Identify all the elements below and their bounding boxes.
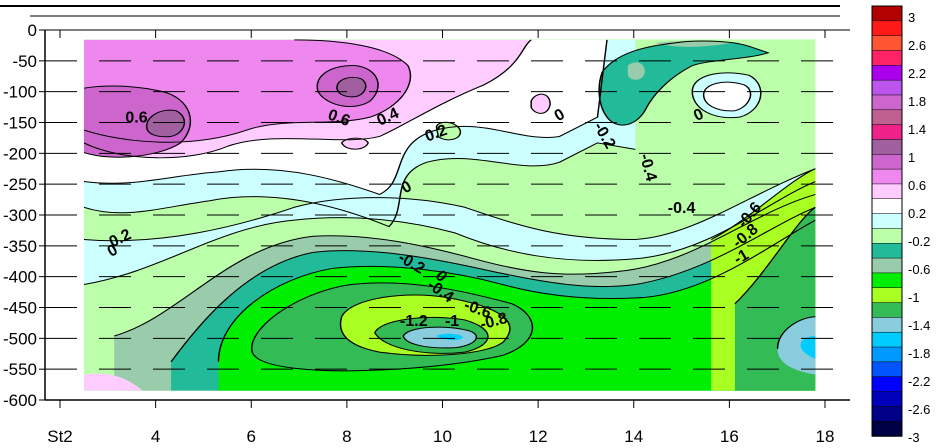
region-blue-gray-right <box>777 316 816 375</box>
colorbar-swatch <box>871 420 903 437</box>
y-tick-label: -150 <box>3 114 37 133</box>
contour-label: -0.4 <box>668 200 696 217</box>
contour-lines <box>83 39 816 372</box>
y-tick-label: -100 <box>3 83 37 102</box>
y-tick-label: -450 <box>3 299 37 318</box>
y-tick-label: -250 <box>3 175 37 194</box>
y-tick-label: 0 <box>28 21 37 40</box>
region-small-pink-right <box>531 94 551 114</box>
colorbar-swatch <box>871 257 903 274</box>
colorbar-swatch <box>871 139 903 156</box>
y-tick-label: -600 <box>3 391 37 410</box>
colorbar-label: -1.4 <box>908 318 930 333</box>
colorbar-swatch <box>871 213 903 230</box>
x-tick-label: St2 <box>47 427 73 446</box>
colorbar-swatch <box>871 79 903 96</box>
colorbar-swatch <box>871 124 903 141</box>
contour-label: -0.8 <box>478 310 509 334</box>
colorbar-swatch <box>871 317 903 333</box>
colorbar-frame <box>871 5 903 437</box>
colorbar: 3 2.6 2.2 1.8 1.4 1 0.6 0.2 -0.2 -0.6 -1 -1.4 -1.8 -2… <box>871 5 930 445</box>
colorbar-swatch <box>871 183 903 200</box>
colorbar-swatch <box>871 50 903 67</box>
region-pink-bottom-left <box>83 373 143 391</box>
contour-label: -1 <box>445 313 459 330</box>
region-blue-right <box>800 336 816 359</box>
colorbar-swatch <box>871 35 903 52</box>
colorbar-swatch <box>871 406 903 422</box>
contour-label: -1.2 <box>400 313 428 330</box>
colorbar-label: 1.8 <box>908 94 926 109</box>
contour-label: -0.4 <box>636 152 660 183</box>
colorbar-label: -1.8 <box>908 346 930 361</box>
contour-label: 0.6 <box>125 110 147 127</box>
axes: 0 -50 -100 -150 -200 -250 -300 -350 -400 -450 -500… <box>3 21 850 446</box>
colorbar-swatch <box>871 391 903 408</box>
colorbar-label: -2.2 <box>908 374 930 389</box>
x-tick-label: 10 <box>433 427 452 446</box>
colorbar-swatch <box>871 168 903 185</box>
colorbar-swatch <box>871 5 903 22</box>
y-tick-label: -400 <box>3 268 37 287</box>
x-tick-label: 8 <box>342 427 351 446</box>
colorbar-label: -0.2 <box>908 234 930 249</box>
contour-label: 0.2 <box>423 122 450 146</box>
colorbar-label: 0.2 <box>908 206 926 221</box>
y-tick-label: -350 <box>3 237 37 256</box>
x-tick-label: 16 <box>720 427 739 446</box>
y-tick-label: -50 <box>12 52 37 71</box>
colorbar-swatch <box>871 154 903 170</box>
x-tick-label: 14 <box>624 427 643 446</box>
x-tick-label: 6 <box>247 427 256 446</box>
x-tick-label: 4 <box>151 427 160 446</box>
y-tick-label: -200 <box>3 144 37 163</box>
colorbar-swatch <box>871 228 903 244</box>
colorbar-swatch <box>871 346 903 363</box>
y-tick-label: -500 <box>3 329 37 348</box>
region-small-pink <box>341 138 369 150</box>
region-teal-top <box>599 40 769 126</box>
colorbar-label: -2.6 <box>908 402 930 417</box>
contour-label: 0.6 <box>325 106 352 130</box>
y-tick-label: -550 <box>3 360 37 379</box>
colorbar-label: 1 <box>908 150 915 165</box>
region-dark-purple-left <box>146 110 185 137</box>
colorbar-swatch <box>871 287 903 304</box>
region-purple-left <box>83 86 191 158</box>
colorbar-label: 1.4 <box>908 122 926 137</box>
colorbar-swatch <box>871 242 903 259</box>
colorbar-swatch <box>871 361 903 378</box>
region-gray-green-top <box>627 62 645 80</box>
colorbar-swatch <box>871 20 903 37</box>
colorbar-label: 0.6 <box>908 178 926 193</box>
colorbar-swatch <box>871 109 903 126</box>
x-tick-label: 18 <box>816 427 835 446</box>
colorbar-label: 2.6 <box>908 38 926 53</box>
colorbar-label: 3 <box>908 10 915 25</box>
colorbar-label: -0.6 <box>908 262 930 277</box>
colorbar-swatch <box>871 331 903 348</box>
colorbar-label: -3 <box>908 430 920 445</box>
region-gray-green-top2 <box>654 40 731 47</box>
region-white-right <box>703 82 751 111</box>
colorbar-swatch <box>871 376 903 393</box>
y-tick-label: -300 <box>3 206 37 225</box>
colorbar-label: 2.2 <box>908 66 926 81</box>
colorbar-swatch <box>871 65 903 81</box>
colorbar-swatch <box>871 272 903 289</box>
colorbar-label: -1 <box>908 290 920 305</box>
colorbar-swatch <box>871 94 903 111</box>
x-tick-label: 12 <box>529 427 548 446</box>
colorbar-swatch <box>871 302 903 319</box>
colorbar-swatch <box>871 198 903 215</box>
